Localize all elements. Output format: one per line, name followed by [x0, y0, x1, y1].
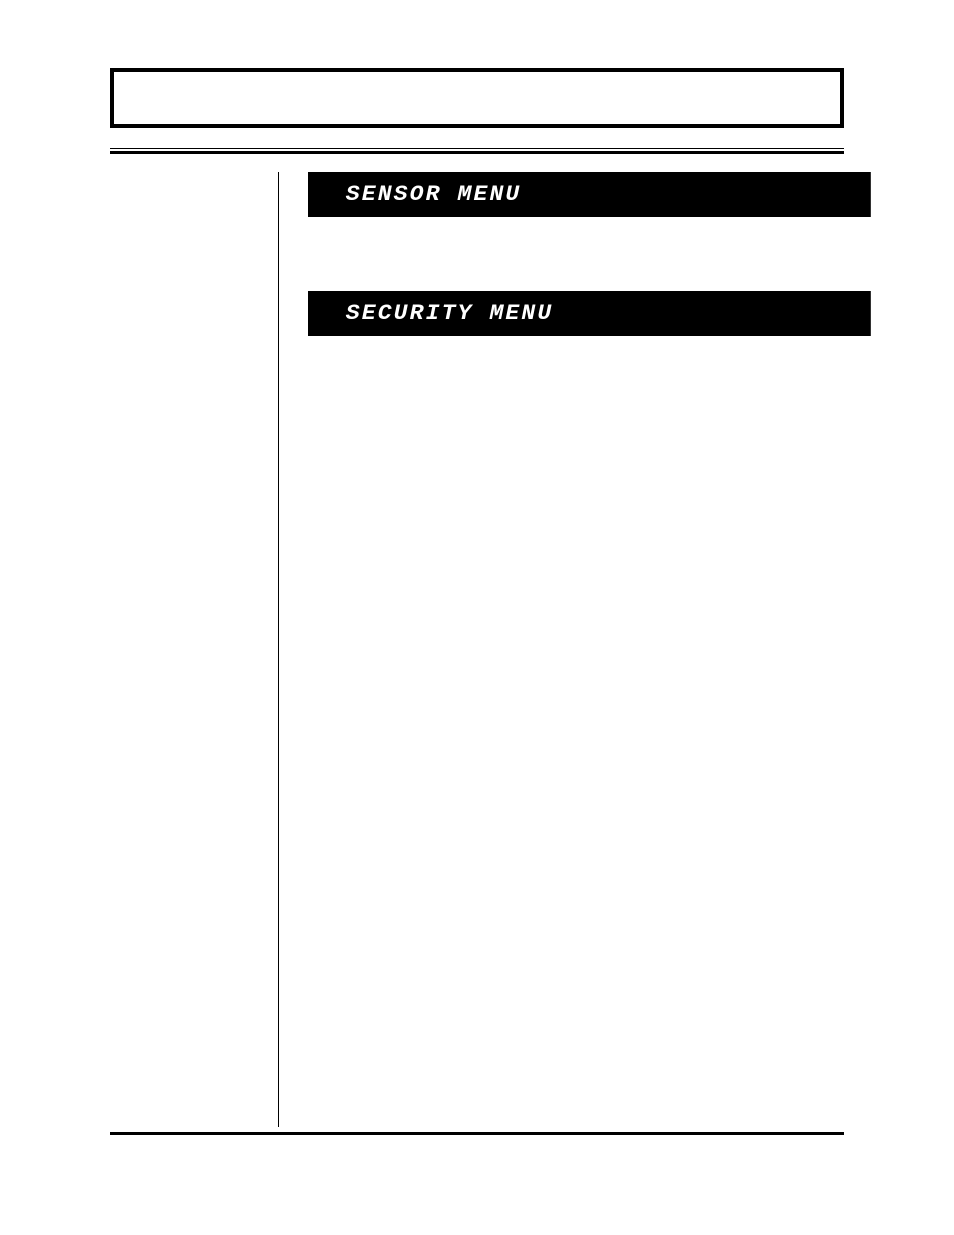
footer-rule [110, 1132, 844, 1135]
sensor-menu-label: SENSOR MENU [346, 182, 522, 207]
sensor-menu-bar: SENSOR MENU [308, 172, 871, 217]
vertical-divider [278, 172, 279, 1127]
security-menu-label: SECURITY MENU [346, 301, 554, 326]
title-box [110, 68, 844, 128]
page-frame [110, 68, 844, 128]
security-menu-bar: SECURITY MENU [308, 291, 871, 336]
content-column: SENSOR MENU SECURITY MENU [308, 172, 844, 336]
header-rule [110, 148, 844, 154]
